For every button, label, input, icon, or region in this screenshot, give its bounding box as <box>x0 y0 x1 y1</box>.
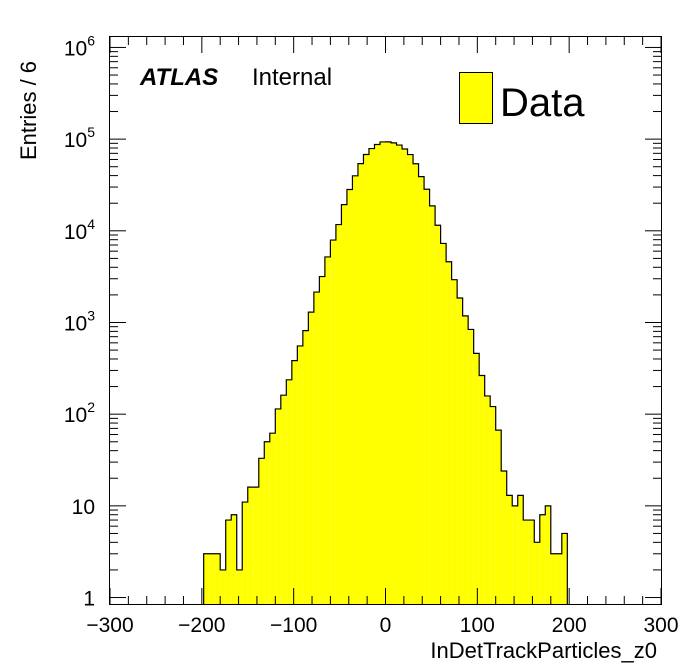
y-tick-label: 102 <box>64 399 95 427</box>
histogram-bar <box>374 144 380 604</box>
plot-frame <box>109 36 662 605</box>
internal-label: Internal <box>252 64 332 91</box>
histogram-bar <box>429 205 436 605</box>
histogram-bar <box>319 276 325 604</box>
histogram-bar <box>275 408 281 604</box>
histogram-bar <box>512 505 518 604</box>
histogram-bar <box>539 514 546 604</box>
tick-labels: −300 −200 −100 0 100 200 300 1 10 102 103 104 105 106 <box>64 32 679 637</box>
histogram-bar <box>346 189 353 604</box>
histogram-bar <box>561 533 568 604</box>
histogram-outline <box>203 141 568 604</box>
x-tick-label: 300 <box>643 614 678 637</box>
histogram-bar <box>490 406 496 604</box>
y-tick-label: 106 <box>64 32 95 60</box>
histogram-bar <box>209 553 215 604</box>
histogram-bar <box>446 261 452 604</box>
y-tick-label: 1 <box>83 588 95 611</box>
histogram-bar <box>220 569 226 604</box>
y-axis-title: Entries / 6 <box>16 61 41 160</box>
histogram-bar <box>231 514 237 604</box>
histogram-bar <box>258 458 265 604</box>
histogram-bar <box>418 176 425 604</box>
histogram-bar <box>297 345 303 604</box>
histogram-bar <box>214 553 221 604</box>
x-axis-title: InDetTrackParticles_z0 <box>430 638 657 663</box>
x-tick-label: 0 <box>380 614 392 637</box>
histogram-bar <box>473 353 480 604</box>
histogram-bar <box>402 149 408 604</box>
x-tick-label: 200 <box>552 614 587 637</box>
axis-ticks <box>109 37 662 604</box>
x-tick-label: −100 <box>270 614 317 637</box>
y-tick-label: 105 <box>64 124 95 152</box>
histogram-bar <box>468 329 474 604</box>
histogram-bar <box>286 379 292 604</box>
histogram-bar <box>556 553 562 604</box>
histogram-bar <box>545 505 551 604</box>
histogram-bar <box>457 297 463 604</box>
y-tick-label: 10 <box>72 496 95 519</box>
histogram-bar <box>291 360 298 604</box>
histogram-bar <box>523 520 529 604</box>
histogram-bar <box>391 142 397 604</box>
histogram-bar <box>385 141 392 604</box>
histogram-bars <box>203 141 568 605</box>
histogram-bar <box>302 330 309 604</box>
histogram-bar <box>413 163 419 604</box>
histogram-bar <box>203 553 210 604</box>
histogram-bar <box>368 148 375 604</box>
histogram-bar <box>308 312 314 604</box>
histogram-bar <box>462 315 469 604</box>
histogram-bar <box>363 154 369 604</box>
legend-label-data: Data <box>500 81 585 125</box>
histogram-bar <box>451 279 458 604</box>
histogram-bar <box>264 441 270 604</box>
histogram-bar <box>517 495 524 604</box>
histogram-bar <box>236 569 243 604</box>
legend: Data <box>459 72 585 125</box>
y-tick-label: 103 <box>64 307 95 335</box>
histogram-bar <box>484 395 491 604</box>
histogram-bar <box>528 520 535 604</box>
histogram-bar <box>324 256 331 604</box>
y-tick-label: 104 <box>64 216 95 244</box>
histogram-bar <box>341 204 347 604</box>
legend-swatch-data <box>459 72 493 124</box>
histogram-bar <box>379 141 386 605</box>
histogram-bar <box>407 154 414 605</box>
histogram-bar <box>479 375 485 604</box>
histogram-bar <box>269 433 276 604</box>
histogram-bar <box>330 240 336 605</box>
atlas-label: ATLAS <box>139 64 218 91</box>
histogram-bar <box>435 225 441 604</box>
histogram-bar <box>440 243 447 604</box>
histogram-bar <box>280 395 287 604</box>
x-tick-label: 100 <box>460 614 495 637</box>
x-tick-label: −200 <box>178 614 225 637</box>
histogram-bar <box>550 553 557 604</box>
histogram-bar <box>357 163 364 605</box>
x-tick-label: −300 <box>86 614 133 637</box>
histogram-bar <box>424 189 430 604</box>
histogram-bar <box>335 224 342 604</box>
histogram-bar <box>242 502 248 604</box>
histogram-bar <box>253 487 259 604</box>
histogram-bar <box>396 145 403 604</box>
histogram-bar <box>247 487 254 604</box>
histogram-bar <box>506 495 513 604</box>
histogram-bar <box>501 470 507 604</box>
histogram-bar <box>352 175 358 604</box>
histogram-bar <box>534 542 540 604</box>
histogram-bar <box>225 520 232 604</box>
histogram-bar <box>495 430 502 604</box>
histogram-bar <box>313 292 320 604</box>
